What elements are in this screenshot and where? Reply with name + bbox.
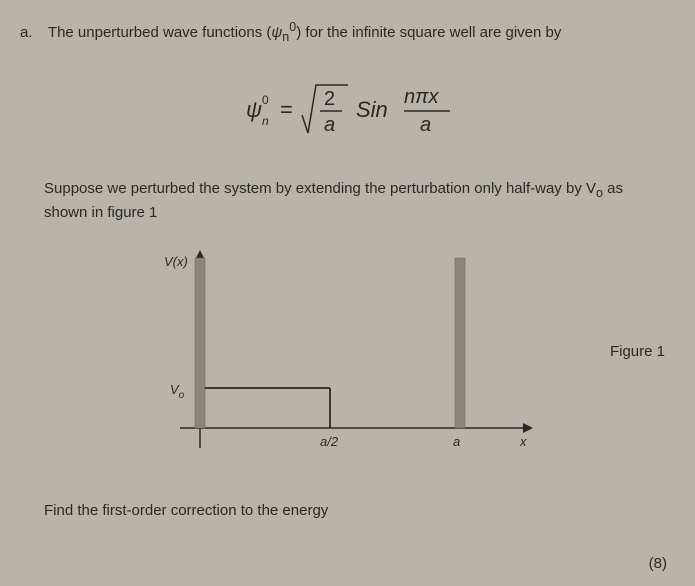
suppose-line2: shown in figure 1 <box>44 204 157 221</box>
eq-frac-den: a <box>420 114 431 136</box>
half-label: a/2 <box>320 434 339 449</box>
psi-symbol: ψ <box>271 24 282 41</box>
x-axis-label: x <box>519 434 527 449</box>
eq-frac-num: nπx <box>404 86 440 108</box>
eq-psi: ψ <box>246 97 262 122</box>
find-text: Find the first-order correction to the e… <box>20 502 675 519</box>
question-text-part2: ) for the infinite square well are given… <box>296 24 561 41</box>
eq-psi-sup: 0 <box>262 93 269 107</box>
question-text-part1: The unperturbed wave functions ( <box>48 24 271 41</box>
figure-caption: Figure 1 <box>610 343 665 360</box>
y-axis-label: V(x) <box>164 254 188 269</box>
x-axis-arrow <box>523 423 533 433</box>
potential-well-graph: V(x) x a/2 a Vo <box>150 248 550 478</box>
question-label: a. <box>20 22 44 45</box>
eq-sqrt-den: a <box>324 114 335 136</box>
v0-label: Vo <box>170 382 185 401</box>
eq-psi-sub: n <box>262 114 269 128</box>
left-wall <box>195 258 205 428</box>
marks: (8) <box>649 555 667 572</box>
right-wall <box>455 258 465 428</box>
eq-sqrt-num: 2 <box>324 88 335 110</box>
suppose-line1: Suppose we perturbed the system by exten… <box>44 180 596 197</box>
equation-svg: ψ 0 n = 2 a Sin nπx a <box>228 75 468 145</box>
question-text: a. The unperturbed wave functions (ψn0) … <box>20 18 675 47</box>
figure-area: V(x) x a/2 a Vo Figure 1 <box>20 248 675 488</box>
eq-equals: = <box>280 97 293 122</box>
equation: ψ 0 n = 2 a Sin nπx a <box>20 75 675 150</box>
suppose-text: Suppose we perturbed the system by exten… <box>20 178 675 224</box>
full-label: a <box>453 434 460 449</box>
eq-sin: Sin <box>356 97 388 122</box>
suppose-line1-end: as <box>603 180 623 197</box>
suppose-vsub: o <box>596 186 603 200</box>
